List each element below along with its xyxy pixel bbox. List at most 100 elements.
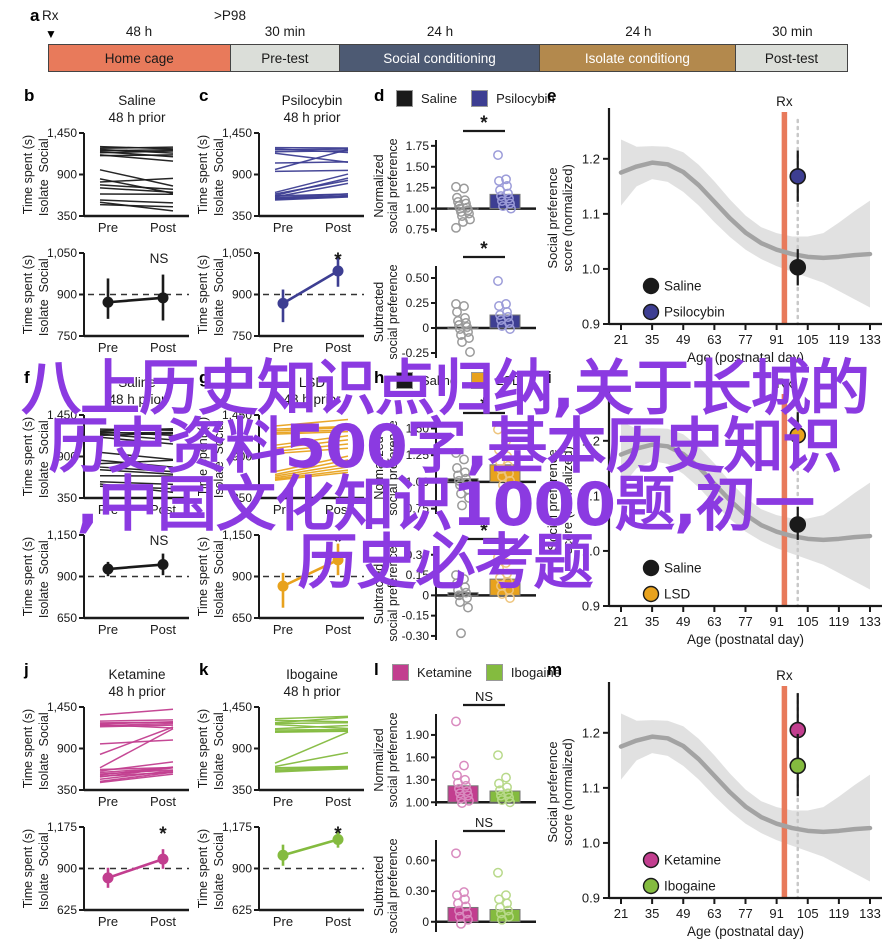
legend-swatch-ibogaine [485,664,503,681]
svg-text:Post: Post [325,794,351,809]
panel-label-a: a [30,6,40,25]
svg-text:1.90: 1.90 [406,728,430,742]
svg-text:Post: Post [150,340,176,355]
svg-text:Social: Social [212,420,226,454]
svg-text:score (normalized): score (normalized) [560,164,575,272]
svg-text:social preference: social preference [386,138,400,233]
svg-text:Pre: Pre [98,914,118,929]
svg-text:Isolate: Isolate [37,753,51,790]
svg-text:Isolate: Isolate [212,299,226,336]
svg-text:Time spent (s): Time spent (s) [196,255,210,334]
svg-text:1,150: 1,150 [222,528,252,542]
chart-j-spaghetti: 350 900 1,450 Time spent (s) Social Isolate Pr… [21,700,189,809]
legend-saline-psilocybin: Saline Psilocybin [396,90,563,107]
svg-text:Social: Social [37,258,51,292]
panel-title-j: Ketamine 48 h prior [108,667,166,699]
svg-text:NS: NS [150,533,169,548]
legend-saline-lsd: Saline LSD [396,372,529,389]
svg-text:133: 133 [859,332,881,347]
svg-text:Isolate: Isolate [37,299,51,336]
legend-label-saline: Saline [421,373,458,388]
svg-text:1,450: 1,450 [47,126,77,140]
svg-text:650: 650 [232,611,252,625]
svg-text:Time spent (s): Time spent (s) [21,829,35,908]
svg-text:105: 105 [797,614,819,629]
svg-text:Pre: Pre [98,622,118,637]
svg-text:Pre: Pre [273,914,293,929]
panel-label-l: l [374,660,379,679]
svg-text:1.00: 1.00 [406,475,430,489]
svg-text:21: 21 [614,906,628,921]
svg-text:Ketamine: Ketamine [664,853,721,868]
svg-text:91: 91 [769,906,783,921]
rx-marker-label: Rx [42,8,59,23]
chart-d-subtracted: -0.25 0 0.25 0.50 Subtracted social preferenc… [372,239,536,360]
svg-text:Time spent (s): Time spent (s) [196,709,210,788]
svg-text:Pre: Pre [273,502,293,517]
svg-text:750: 750 [232,329,252,343]
svg-text:1,450: 1,450 [47,700,77,714]
chart-f-mean: 650 900 1,150 Time spent (s) Social Isolate Pr… [21,528,189,637]
svg-text:LSD: LSD [664,587,691,602]
svg-text:Subtracted: Subtracted [372,282,386,343]
svg-text:Isolate: Isolate [212,873,226,910]
chart-l-subtracted: 0 0.30 0.60 Subtracted social preference NS [372,815,536,934]
svg-text:900: 900 [232,168,252,182]
svg-text:1.1: 1.1 [582,780,600,795]
chart-j-mean: 625 900 1,175 Time spent (s) Social Isolate Pr… [21,820,189,929]
legend-swatch-ketamine [392,664,409,681]
svg-text:119: 119 [829,332,850,347]
svg-text:Pre: Pre [98,340,118,355]
svg-text:1.50: 1.50 [406,421,430,435]
legend-ketamine-ibogaine: Ketamine Ibogaine [392,664,569,681]
svg-text:Social: Social [212,832,226,866]
svg-text:Post: Post [150,220,176,235]
svg-text:750: 750 [57,329,77,343]
svg-text:NS: NS [150,251,169,266]
panel-title-g: LSD 48 h prior [283,375,341,407]
svg-text:Post: Post [150,622,176,637]
svg-text:1.00: 1.00 [406,202,430,216]
chart-k-spaghetti: 350 900 1,450 Time spent (s) Social Isolate Pr… [196,700,364,809]
svg-text:1.00: 1.00 [406,795,430,809]
chart-h-normalized: 0.75 1.00 1.25 1.50 Normalized social prefere… [372,395,536,516]
svg-text:350: 350 [57,491,77,505]
svg-text:63: 63 [707,332,721,347]
svg-text:0: 0 [422,588,429,602]
svg-text:1,150: 1,150 [47,528,77,542]
svg-text:Time spent (s): Time spent (s) [21,709,35,788]
experiment-timeline: Rx ▼ >P98 48 h 30 min 24 h 24 h 30 min Home … [42,8,848,72]
svg-text:-0.30: -0.30 [402,629,430,643]
timeline-stage-4: Post-test [736,45,847,71]
svg-text:77: 77 [738,332,752,347]
svg-text:Post: Post [150,502,176,517]
svg-text:*: * [334,532,342,553]
chart-g-mean: 650 900 1,150 Time spent (s) Social Isolate Pr… [196,528,364,637]
svg-text:900: 900 [57,570,77,584]
svg-text:Isolate: Isolate [37,581,51,618]
svg-text:0.9: 0.9 [582,599,600,614]
svg-text:1,450: 1,450 [47,408,77,422]
timeline-duration-1: 30 min [264,24,306,39]
svg-text:Rx: Rx [776,668,793,683]
svg-text:Post: Post [325,622,351,637]
svg-text:21: 21 [614,332,628,347]
svg-text:Time spent (s): Time spent (s) [196,135,210,214]
svg-text:Ibogaine: Ibogaine [664,879,716,894]
svg-text:*: * [480,239,488,260]
svg-text:1,175: 1,175 [47,820,77,834]
chart-l-normalized: 1.00 1.30 1.60 1.90 Normalized social prefere… [372,689,536,809]
svg-text:Subtracted: Subtracted [372,564,386,625]
svg-text:0: 0 [422,915,429,929]
svg-text:1.0: 1.0 [582,261,600,276]
svg-text:350: 350 [232,783,252,797]
panel-label-d: d [374,86,385,105]
svg-text:Isolate: Isolate [212,581,226,618]
svg-text:Age (postnatal day): Age (postnatal day) [687,632,804,647]
svg-text:Social: Social [212,540,226,574]
svg-text:Pre: Pre [98,502,118,517]
legend-swatch-lsd [471,372,489,389]
svg-text:Normalized: Normalized [372,728,386,791]
svg-text:Normalized: Normalized [372,154,386,217]
